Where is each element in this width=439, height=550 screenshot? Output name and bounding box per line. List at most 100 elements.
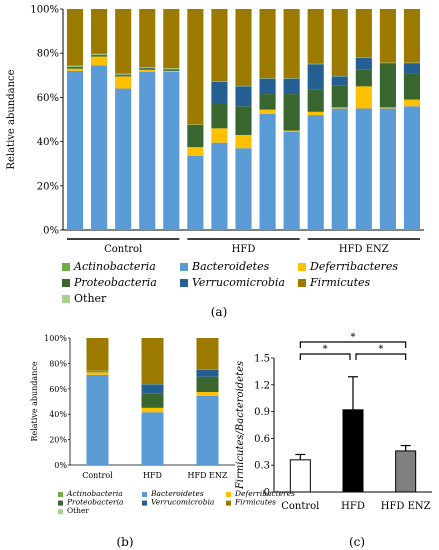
panel-b-legend-label-other: Other — [67, 506, 89, 515]
panel-c-ytick-label: 0.6 — [254, 434, 270, 445]
panel-b-bar-firmicutes — [196, 338, 219, 370]
panel-a-bar-deferribacteres — [355, 86, 372, 109]
panel-a-bar-verrucomicrobia — [331, 76, 348, 86]
panel-a-bar-verrucomicrobia — [163, 69, 180, 70]
panel-a-ytick-label: 0% — [43, 226, 59, 237]
panel-a-bar-deferribacteres — [139, 69, 156, 72]
panel-a-bar-verrucomicrobia — [355, 57, 372, 70]
panel-b-legend-label-deferribacteres: Deferribacteres — [234, 489, 295, 498]
panel-a-bar-verrucomicrobia — [115, 74, 132, 76]
panel-a-ytick-label: 20% — [37, 181, 59, 192]
panel-b-legend-label-proteobacteria: Proteobacteria — [66, 498, 124, 507]
panel-a-legend-label-verrucomicrobia: Verrucomicrobia — [192, 276, 285, 289]
panel-a-bar-bacteroidetes — [307, 115, 324, 230]
panel-a-ytick-label: 40% — [37, 137, 59, 148]
panel-b-legend-swatch-bacteroidetes — [142, 492, 147, 497]
panel-c-bar-control — [289, 459, 311, 493]
panel-b-bar-bacteroidetes — [141, 412, 164, 465]
panel-b-bar-verrucomicrobia — [141, 384, 164, 394]
panel-b-xtick-label: Control — [82, 471, 113, 480]
panel-b-xtick-label: HFD ENZ — [188, 471, 228, 480]
panel-b-bar-proteobacteria — [141, 393, 164, 408]
panel-a-bar-deferribacteres — [211, 128, 228, 143]
panel-a-bar-bacteroidetes — [91, 65, 108, 230]
panel-a-bar-deferribacteres — [283, 130, 300, 132]
panel-a-bar-verrucomicrobia — [283, 78, 300, 95]
panel-a-legend-label-other: Other — [74, 292, 107, 305]
panel-a-bar-bacteroidetes — [355, 108, 372, 230]
panel-a-ytick-label: 80% — [37, 49, 59, 60]
panel-b-legend-swatch-deferribacteres — [226, 492, 231, 497]
panel-a-bar-bacteroidetes — [235, 148, 252, 230]
panel-a-bar-deferribacteres — [163, 70, 180, 72]
panel-a-legend-label-firmicutes: Firmicutes — [309, 276, 371, 289]
panel-a-bar-deferribacteres — [307, 111, 324, 116]
panel-c-significance-star: * — [323, 344, 328, 355]
panel-a-legend-label-deferribacteres: Deferribacteres — [309, 260, 398, 273]
panel-a-bar-firmicutes — [66, 9, 84, 66]
panel-a-bar-firmicutes — [403, 9, 421, 63]
panel-c-significance-bracket — [355, 353, 407, 360]
panel-b-legend-label-actinobacteria: Actinobacteria — [66, 489, 123, 498]
panel-b-ytick-label: 100% — [44, 334, 67, 343]
panel-c-label: (c) — [349, 535, 365, 549]
panel-a-bar-proteobacteria — [379, 63, 396, 108]
panel-a-bar-proteobacteria — [139, 68, 156, 70]
panel-c-xtick-label: HFD ENZ — [381, 501, 431, 512]
panel-a-bar-proteobacteria — [211, 104, 228, 129]
panel-a-bar-deferribacteres — [331, 107, 348, 109]
panel-a-bar-bacteroidetes — [331, 108, 348, 230]
panel-a-bar-proteobacteria — [235, 106, 252, 135]
panel-a-bar-firmicutes — [355, 9, 372, 58]
panel-a-bar-bacteroidetes — [115, 88, 132, 230]
panel-a-legend-label-bacteroidetes: Bacteroidetes — [191, 260, 270, 273]
panel-a-chart: 0% 20% 40% 60% 80% 100% Relative abundance Cont… — [6, 5, 424, 255]
panel-b-bar-firmicutes — [86, 338, 109, 371]
panel-a-bar-proteobacteria — [283, 94, 300, 131]
panel-a-bar-firmicutes — [283, 9, 300, 79]
panel-b-bar-verrucomicrobia — [196, 369, 219, 377]
panel-b-chart: 0% 20% 40% 60% 80% 100% Relative abundance Cont… — [30, 334, 235, 480]
panel-a-y-title: Relative abundance — [6, 69, 17, 169]
panel-a-bar-proteobacteria — [163, 69, 180, 71]
panel-c-ytick-label: 0 — [264, 488, 270, 499]
panel-a-bar-bacteroidetes — [211, 142, 228, 230]
panel-a-bar-proteobacteria — [259, 94, 276, 110]
panel-a-bar-bacteroidetes — [259, 113, 276, 230]
panel-c-significance-bracket — [299, 353, 351, 360]
panel-a-bar-proteobacteria — [187, 125, 204, 148]
panel-a-bar-proteobacteria — [91, 55, 108, 57]
panel-a-legend-swatch-proteobacteria — [62, 279, 70, 287]
panel-a-label: (a) — [211, 305, 228, 319]
panel-c-ytick-label: 0.9 — [254, 407, 270, 418]
panel-a-bar-firmicutes — [115, 9, 132, 74]
panel-a-bar-firmicutes — [211, 9, 228, 82]
panel-a-bar-verrucomicrobia — [307, 64, 324, 90]
panel-b-bar-deferribacteres — [141, 407, 164, 413]
panel-a-legend-swatch-bacteroidetes — [180, 263, 188, 271]
panel-b-y-title: Relative abundance — [30, 361, 39, 441]
panel-b-legend-label-verrucomicrobia: Verrucomicrobia — [151, 498, 214, 507]
panel-a-bar-verrucomicrobia — [211, 81, 228, 105]
panel-a-bar-firmicutes — [259, 9, 276, 79]
panel-a-legend-swatch-other — [62, 295, 70, 303]
panel-b-ytick-label: 0% — [54, 461, 67, 470]
panel-b-legend-swatch-other — [58, 509, 63, 515]
panel-a-legend: Actinobacteria Bacteroidetes Deferribacter… — [62, 260, 398, 305]
panel-a-ytick-label: 100% — [30, 5, 59, 16]
panel-a-bar-firmicutes — [307, 9, 324, 64]
panel-a-bar-bacteroidetes — [283, 131, 300, 230]
panel-a-bar-verrucomicrobia — [91, 54, 108, 56]
panel-c-y-title: Firmicutes/Bacteroidetes — [235, 361, 246, 490]
panel-a-bar-verrucomicrobia — [66, 66, 84, 68]
panel-a-bar-bacteroidetes — [163, 71, 180, 230]
panel-a-bar-proteobacteria — [355, 69, 372, 87]
panel-c-bar-hfd — [342, 409, 364, 493]
panel-a-legend-swatch-actinobacteria — [62, 263, 70, 271]
panel-b-bar-firmicutes — [141, 338, 164, 385]
panel-b-ytick-label: 40% — [49, 410, 67, 419]
panel-a-group-label: Control — [104, 244, 142, 255]
panel-c-ytick-label: 0.3 — [254, 461, 270, 472]
panel-a-ytick-label: 60% — [37, 93, 59, 104]
